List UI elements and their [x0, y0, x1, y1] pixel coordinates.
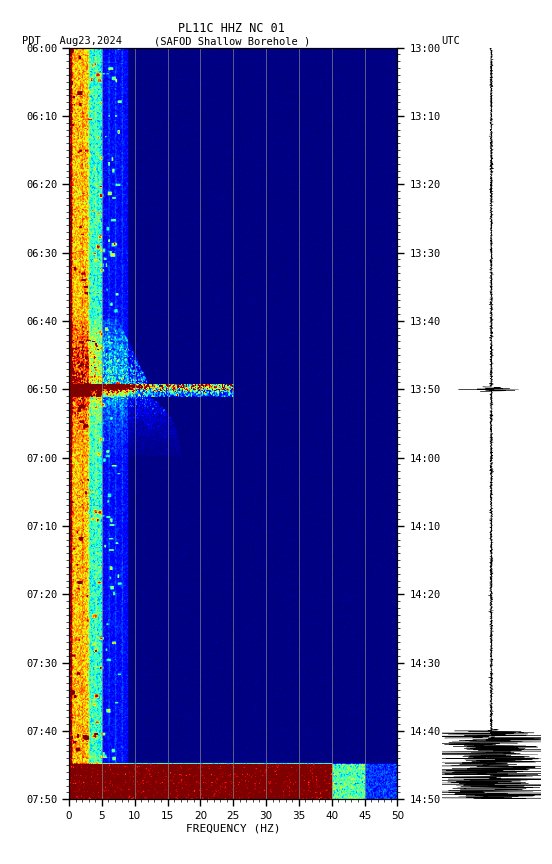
- Text: (SAFOD Shallow Borehole ): (SAFOD Shallow Borehole ): [153, 36, 310, 47]
- Text: PL11C HHZ NC 01: PL11C HHZ NC 01: [178, 22, 285, 35]
- Text: PDT   Aug23,2024: PDT Aug23,2024: [22, 36, 122, 47]
- Text: UTC: UTC: [442, 36, 460, 47]
- X-axis label: FREQUENCY (HZ): FREQUENCY (HZ): [186, 823, 280, 834]
